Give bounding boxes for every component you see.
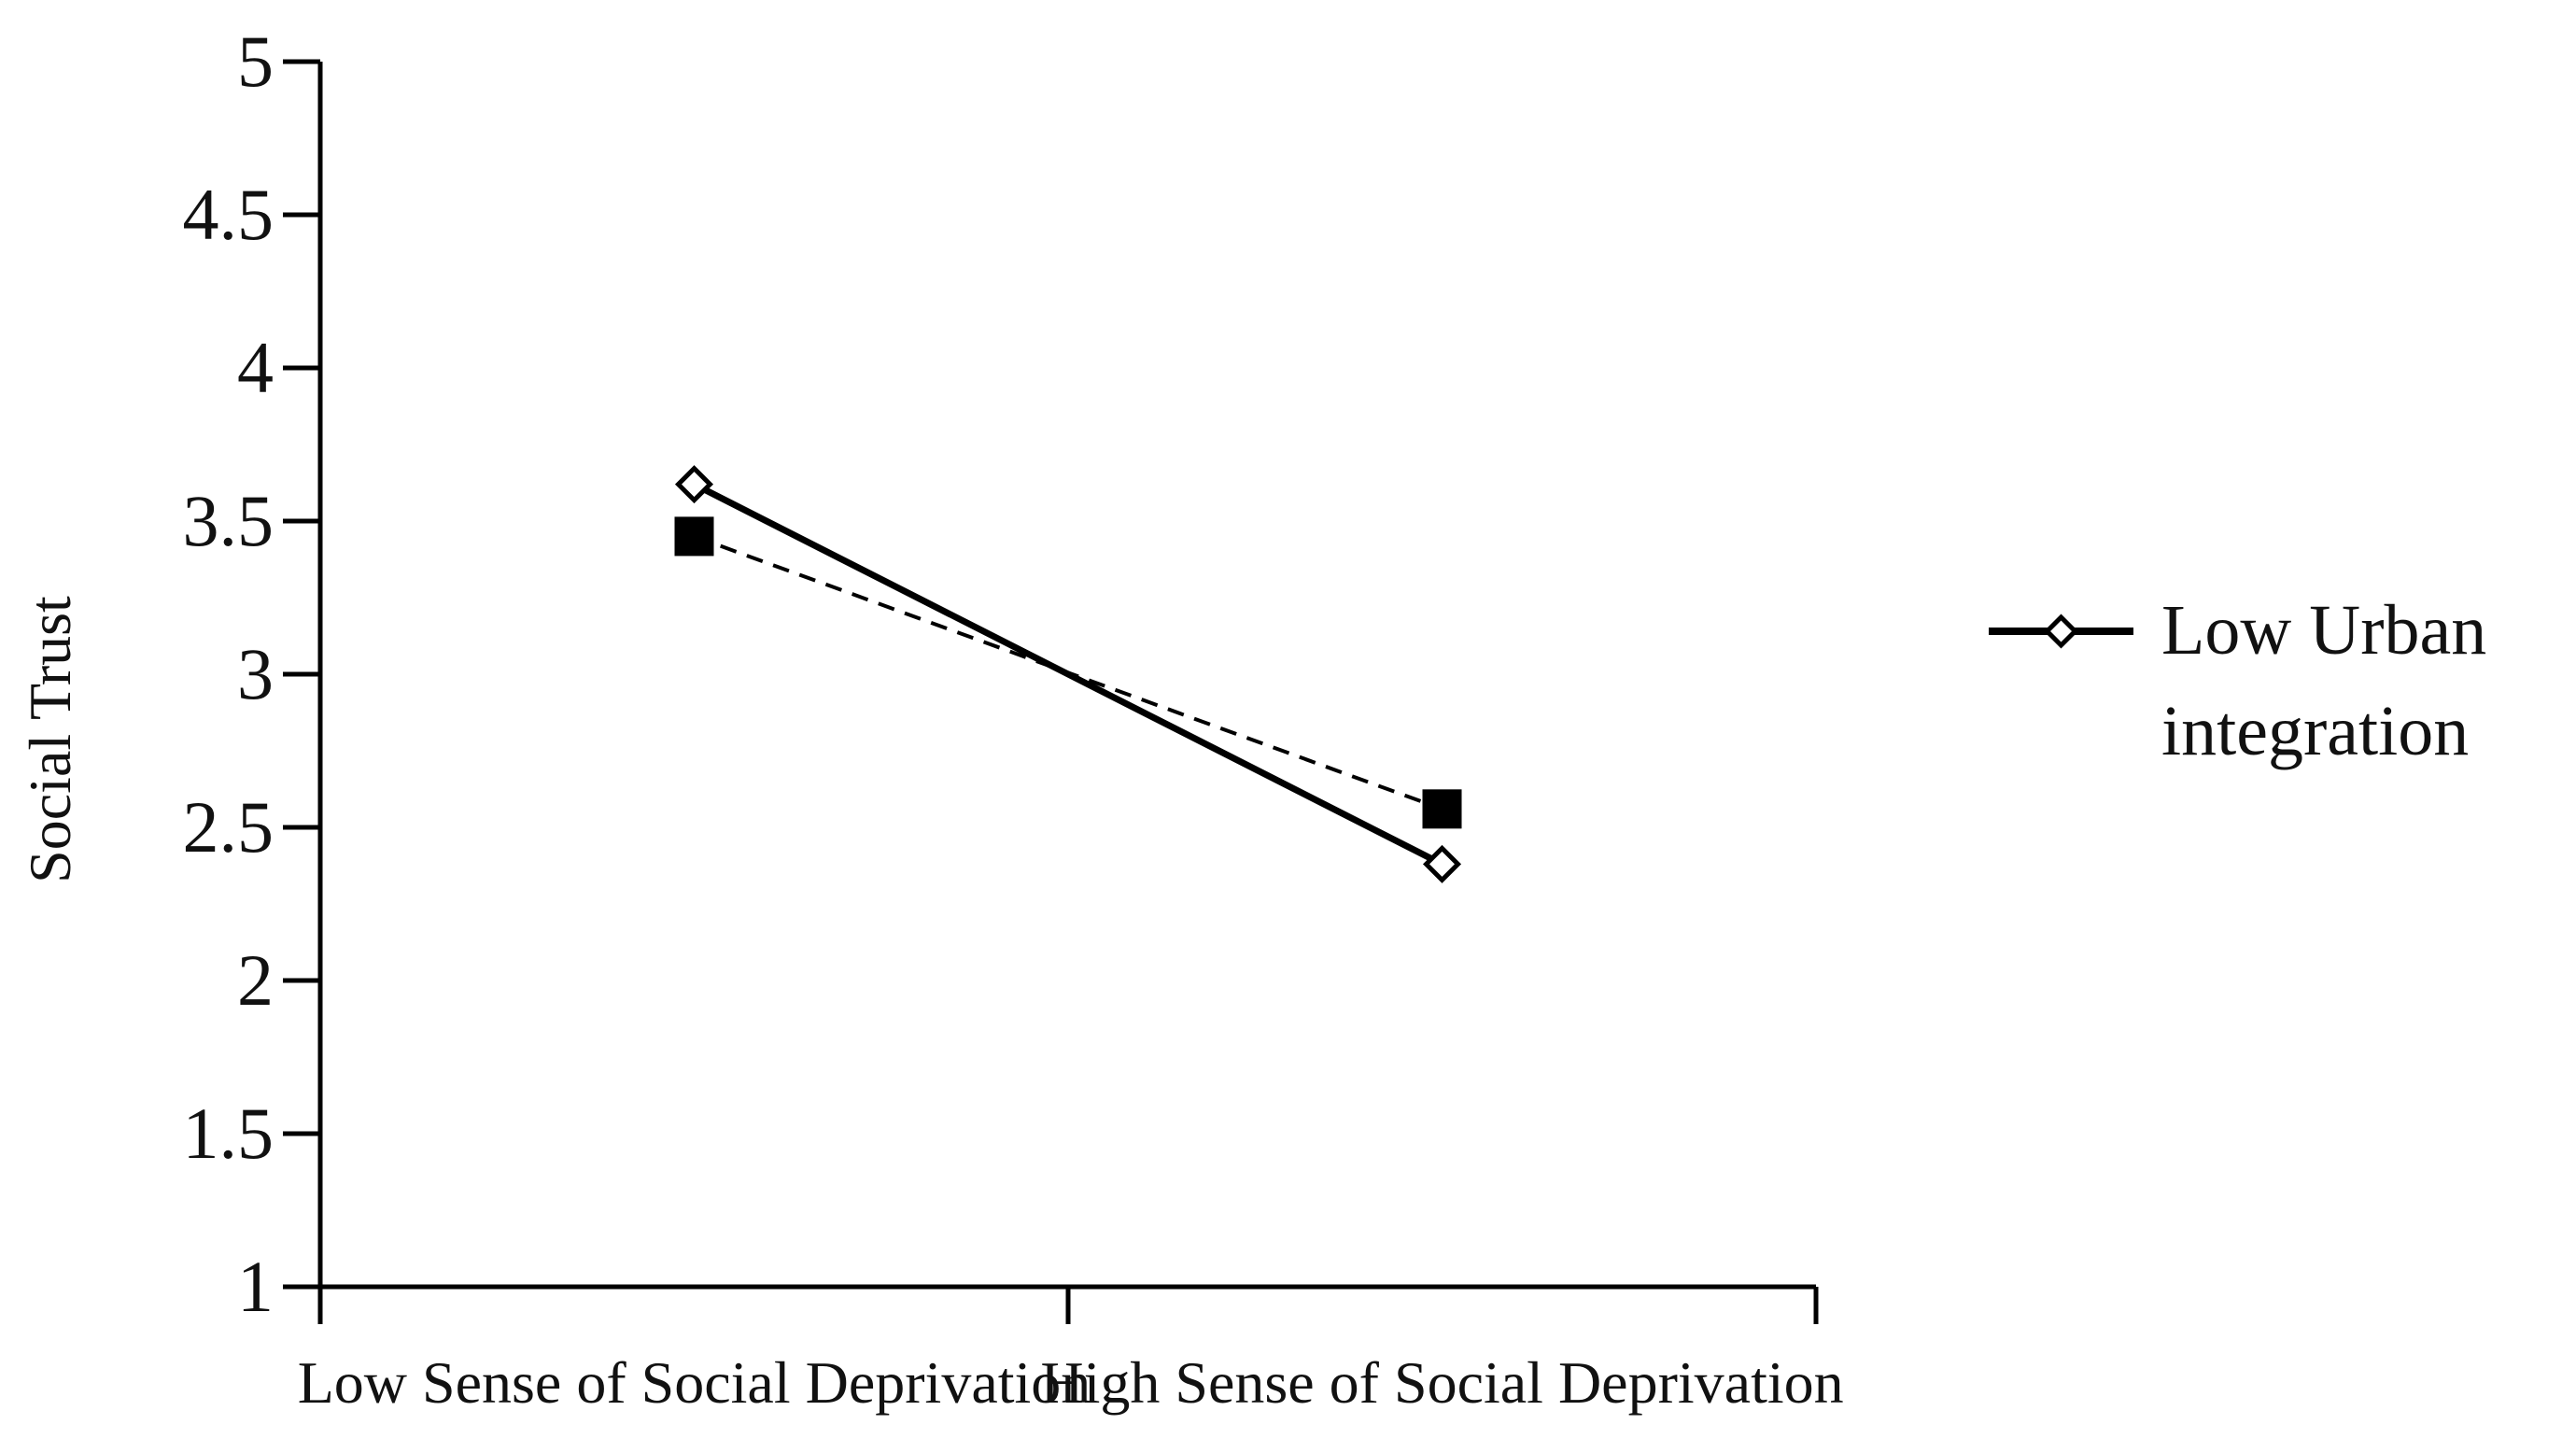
data-point-diamond (674, 465, 714, 504)
x-category-label: Low Sense of Social Deprivation (298, 1349, 1091, 1416)
data-point-square (674, 516, 714, 557)
data-point-diamond (1422, 844, 1462, 883)
y-axis-title: Social Trust (17, 596, 83, 883)
data-point-square (1422, 789, 1462, 829)
y-tick-label: 3 (237, 633, 274, 714)
series-2 (674, 516, 1462, 829)
legend: Low Urban integration (1989, 591, 2486, 770)
x-category-label: High Sense of Social Deprivation (1040, 1349, 1843, 1416)
legend-marker-diamond (2043, 614, 2079, 649)
legend-label: integration (2161, 692, 2469, 770)
series-layer (674, 465, 1462, 883)
legend-label: Low Urban (2161, 591, 2486, 670)
y-tick-label: 1 (237, 1246, 274, 1327)
y-tick-label: 4 (237, 327, 274, 408)
y-tick-label: 2 (237, 939, 274, 1021)
y-tick-label: 4.5 (183, 174, 274, 255)
y-tick-label: 1.5 (183, 1093, 274, 1174)
y-tick-label: 3.5 (183, 480, 274, 561)
axes (317, 62, 1816, 1324)
y-tick-label: 5 (237, 21, 274, 102)
y-tick-label: 2.5 (183, 786, 274, 868)
series-line (693, 534, 1443, 811)
y-ticks: 1 1.5 2 2.5 3 3.5 4 4.5 5 (183, 21, 320, 1327)
